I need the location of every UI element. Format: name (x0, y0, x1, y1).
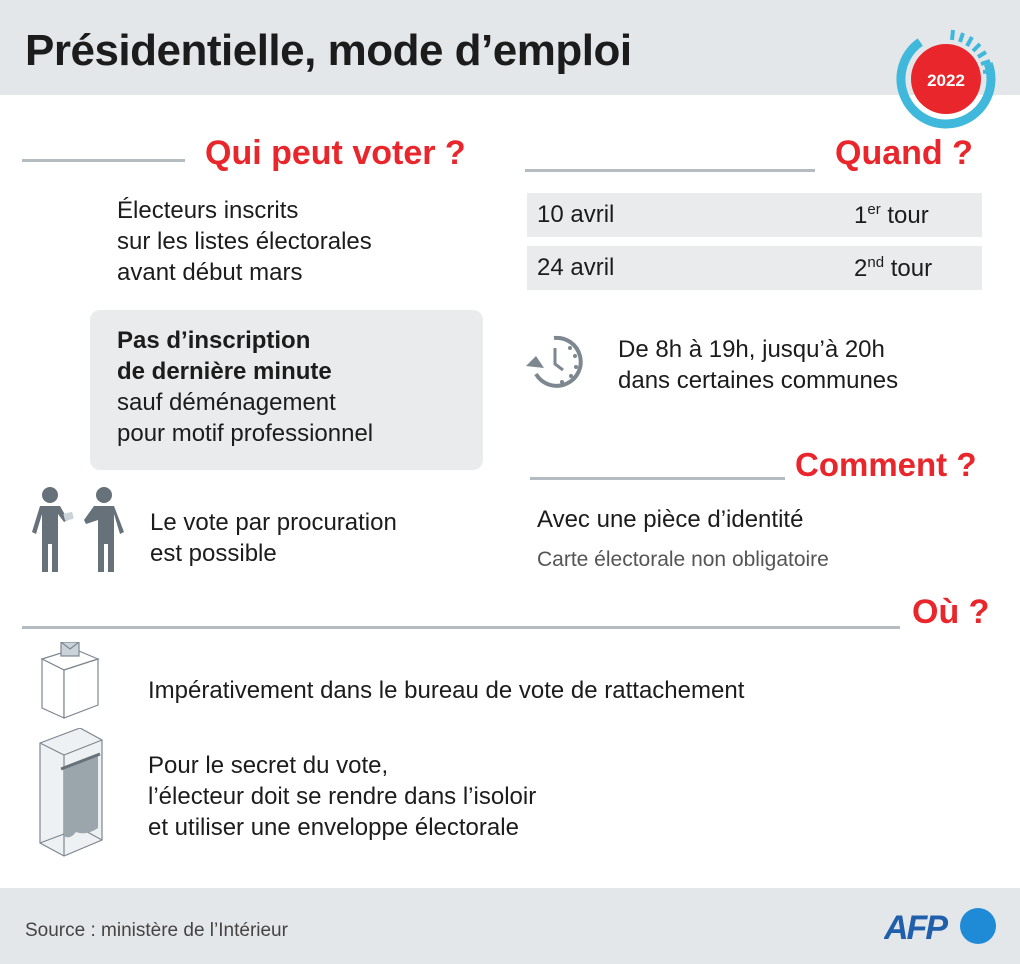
divider (530, 477, 785, 480)
bureau-text: Impérativement dans le bureau de vote de… (148, 677, 745, 704)
text-line: dans certaines communes (618, 367, 899, 394)
text-line: Pas d’inscription (117, 327, 311, 354)
booth-text: Pour le secret du vote, l’électeur doit … (148, 750, 536, 843)
round-label: 2nd tour (854, 254, 932, 283)
round-sup: er (867, 201, 881, 218)
id-requirement: Avec une pièce d’identité (537, 506, 804, 533)
eligibility-text: Électeurs inscrits sur les listes électo… (117, 195, 372, 288)
source-text: Source : ministère de l’Intérieur (25, 920, 288, 941)
ballot-box-icon (40, 642, 100, 719)
round-row-2: 24 avril 2nd tour (527, 246, 982, 290)
round-sup: nd (867, 254, 885, 271)
text-line: Le vote par procuration (150, 509, 397, 536)
registration-note (90, 310, 483, 470)
proxy-people-icon (32, 487, 124, 572)
voting-booth-icon (39, 728, 103, 857)
header-band (0, 0, 1020, 95)
heading-comment: Comment ? (795, 446, 977, 483)
round-date: 10 avril (537, 201, 615, 228)
clock-icon (526, 335, 583, 388)
text-line: avant début mars (117, 259, 303, 286)
text-line: sur les listes électorales (117, 228, 372, 255)
heading-qui: Qui peut voter ? (205, 134, 466, 172)
registration-note-text: Pas d’inscription de dernière minute sau… (117, 325, 373, 449)
badge-year: 2022 (927, 71, 965, 90)
divider (22, 159, 185, 162)
card-note: Carte électorale non obligatoire (537, 548, 829, 571)
round-date: 24 avril (537, 254, 615, 281)
afp-logo: AFP (884, 908, 996, 946)
footer-band (0, 888, 1020, 964)
year-badge: 2022 (896, 29, 996, 129)
proxy-text: Le vote par procuration est possible (150, 507, 397, 569)
round-word: tour (887, 202, 929, 229)
page-title: Présidentielle, mode d’emploi (25, 26, 632, 75)
text-line: de dernière minute (117, 358, 332, 385)
text-line: l’électeur doit se rendre dans l’isoloir (148, 783, 537, 810)
divider (525, 169, 815, 172)
text-line: Pour le secret du vote, (148, 752, 389, 779)
round-row-1: 10 avril 1er tour (527, 193, 982, 237)
hours-text: De 8h à 19h, jusqu’à 20h dans certaines … (618, 334, 898, 396)
divider (22, 626, 900, 629)
text-line: est possible (150, 540, 277, 567)
text-line: De 8h à 19h, jusqu’à 20h (618, 336, 885, 363)
svg-text:AFP: AFP (884, 909, 948, 946)
round-word: tour (890, 255, 933, 282)
text-line: Électeurs inscrits (117, 197, 299, 224)
heading-ou: Où ? (912, 593, 990, 631)
text-line: et utiliser une enveloppe électorale (148, 814, 519, 841)
round-num: 2 (854, 255, 868, 282)
round-label: 1er tour (854, 201, 929, 230)
text-line: sauf déménagement (117, 389, 336, 416)
heading-quand: Quand ? (835, 134, 973, 172)
text-line: pour motif professionnel (117, 420, 374, 447)
round-num: 1 (854, 202, 868, 229)
